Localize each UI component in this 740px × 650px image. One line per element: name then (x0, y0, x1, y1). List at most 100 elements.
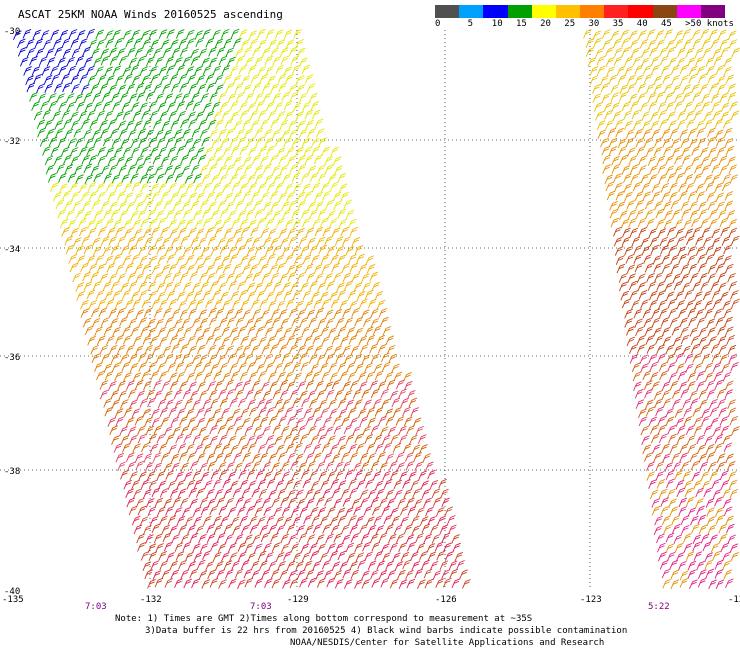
wind-barb (700, 533, 710, 544)
wind-barb (105, 147, 115, 157)
wind-barb (398, 388, 407, 399)
wind-barb (322, 190, 331, 201)
wind-barb (649, 165, 658, 175)
wind-barb (340, 226, 349, 237)
wind-barb (293, 372, 303, 383)
wind-barb (93, 101, 103, 111)
wind-barb (687, 246, 696, 256)
wind-barb (382, 470, 391, 481)
wind-barb (87, 181, 97, 192)
wind-barb (226, 272, 235, 283)
wind-barb (205, 298, 214, 309)
wind-barb (71, 191, 80, 202)
wind-barb (214, 298, 223, 309)
wind-barb (128, 129, 137, 139)
wind-barb (139, 255, 149, 265)
wind-barb (636, 273, 646, 284)
wind-barb (159, 515, 168, 526)
wind-barb (109, 318, 119, 328)
wind-barb (211, 137, 221, 148)
wind-barb (614, 246, 624, 256)
wind-barb (649, 424, 659, 435)
wind-barb (730, 552, 740, 562)
wind-barb (617, 74, 627, 85)
wind-barb (682, 154, 691, 165)
wind-barb (408, 471, 417, 481)
wind-barb (649, 299, 658, 310)
wind-barb (354, 433, 363, 444)
wind-barb (337, 326, 347, 336)
wind-barb (673, 280, 683, 291)
wind-barb (651, 183, 661, 193)
wind-barb (165, 209, 175, 219)
wind-barb (136, 390, 146, 401)
wind-barb (619, 210, 628, 221)
wind-barb (157, 326, 167, 337)
wind-barb (698, 208, 708, 219)
longitude-label: -129 (287, 595, 309, 605)
wind-barb (43, 38, 52, 49)
wind-barb (252, 236, 261, 247)
wind-barb (666, 551, 676, 562)
wind-barb (413, 452, 422, 462)
wind-barb (50, 29, 60, 40)
wind-barb (699, 461, 709, 472)
wind-barb (242, 190, 252, 201)
wind-barb (189, 390, 199, 400)
wind-barb (170, 416, 180, 427)
wind-barb (723, 57, 733, 67)
wind-barb (281, 506, 291, 517)
wind-barb (701, 156, 710, 166)
wind-barb (108, 236, 117, 247)
wind-barb (258, 336, 268, 347)
wind-barb (708, 461, 717, 472)
wind-barb (622, 227, 631, 238)
wind-barb (281, 543, 290, 553)
wind-barb (662, 336, 672, 346)
wind-barb (188, 299, 197, 310)
wind-barb (163, 272, 172, 283)
wind-barb (254, 56, 264, 67)
wind-barb (26, 82, 36, 93)
wind-barb (241, 559, 250, 570)
wind-barb (171, 47, 181, 58)
wind-barb (180, 343, 189, 354)
wind-barb (321, 371, 330, 381)
wind-barb (343, 199, 353, 210)
wind-barb (120, 245, 130, 255)
wind-barb (156, 433, 166, 444)
wind-barb (286, 381, 296, 391)
wind-barb (720, 480, 730, 490)
wind-barb (237, 551, 247, 562)
wind-barb (302, 254, 312, 265)
wind-barb (214, 226, 224, 237)
map-title: ASCAT 25KM NOAA Winds 20160525 ascending (18, 8, 283, 21)
wind-barb (304, 371, 314, 381)
wind-barb (691, 471, 701, 481)
wind-barb (157, 217, 167, 228)
wind-barb (685, 110, 695, 121)
wind-barb (728, 471, 737, 481)
wind-barb (669, 182, 678, 192)
wind-barb (194, 182, 204, 192)
wind-barb (351, 273, 360, 283)
wind-barb (142, 408, 151, 419)
wind-barb (100, 128, 109, 138)
wind-barb (385, 524, 394, 534)
wind-barb (161, 191, 170, 201)
wind-barb (686, 496, 695, 507)
wind-barb (629, 227, 639, 238)
wind-barb (677, 425, 686, 435)
wind-barb (375, 525, 385, 535)
wind-barb (205, 110, 215, 121)
wind-barb (423, 497, 432, 508)
wind-barb (271, 165, 281, 175)
wind-barb (366, 264, 376, 274)
wind-barb (189, 460, 199, 471)
wind-barb (213, 443, 223, 454)
wind-barb (715, 137, 725, 147)
wind-barb (678, 253, 688, 264)
wind-barb (693, 480, 702, 490)
wind-barb (175, 326, 185, 337)
wind-barb (253, 425, 263, 436)
